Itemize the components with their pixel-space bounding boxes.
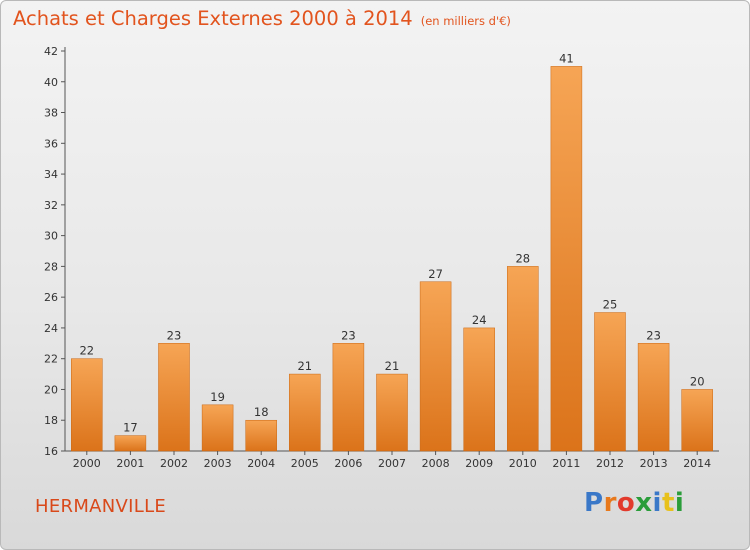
x-tick-label: 2009 [465,457,493,470]
bar-value-label: 27 [428,267,443,281]
bar [289,373,321,452]
logo-letter: r [603,488,617,518]
bar-value-label: 23 [646,328,661,342]
bar-value-label: 19 [210,390,225,404]
bar [550,66,583,452]
bar [332,343,365,452]
bar-value-label: 41 [559,51,574,65]
x-tick-label: 2001 [116,457,144,470]
bar-value-label: 20 [690,374,705,388]
x-tick-label: 2013 [640,457,668,470]
y-tick-label: 24 [44,322,58,335]
bar-value-label: 22 [79,344,94,358]
x-tick-label: 2002 [160,457,188,470]
y-tick-label: 30 [44,230,58,243]
bar [507,266,539,452]
bar-value-label: 23 [167,328,182,342]
x-tick-label: 2005 [291,457,319,470]
y-tick-label: 34 [44,168,58,181]
x-tick-label: 2007 [378,457,406,470]
x-tick-label: 2000 [73,457,101,470]
bar [463,327,495,452]
bar [71,358,103,452]
bar-value-label: 18 [254,405,269,419]
y-tick-label: 36 [44,137,58,150]
logo-letter: x [635,488,653,518]
y-tick-label: 28 [44,260,58,273]
x-tick-label: 2003 [204,457,232,470]
bar [201,404,234,452]
bar-value-label: 21 [297,359,312,373]
bar-value-label: 24 [472,313,487,327]
y-tick-label: 20 [44,383,58,396]
bar-value-label: 17 [123,421,138,435]
x-tick-label: 2011 [552,457,580,470]
y-tick-label: 38 [44,107,58,120]
y-tick-label: 18 [44,414,58,427]
town-name: HERMANVILLE [35,496,167,517]
bar [594,312,626,452]
bar-value-label: 28 [515,251,530,265]
y-tick-label: 40 [44,76,58,89]
chart-title-text: Achats et Charges Externes 2000 à 2014 [13,7,413,30]
y-tick-label: 26 [44,291,58,304]
x-tick-label: 2006 [334,457,362,470]
bar [114,435,147,452]
x-tick-label: 2014 [683,457,711,470]
bar [245,419,277,452]
bar [376,373,408,452]
bar-value-label: 23 [341,328,356,342]
x-tick-label: 2008 [422,457,450,470]
bar-value-label: 21 [385,359,400,373]
bar [637,343,670,452]
bar [419,281,452,452]
bar [158,343,190,452]
y-tick-label: 42 [44,45,58,58]
y-tick-label: 22 [44,353,58,366]
logo-letter: o [616,488,636,518]
y-tick-label: 32 [44,199,58,212]
proxiti-logo: Proxiti [584,488,684,518]
x-tick-label: 2012 [596,457,624,470]
logo-letter: i [652,488,662,518]
chart-title: Achats et Charges Externes 2000 à 2014 (e… [13,7,511,30]
x-tick-label: 2004 [247,457,275,470]
chart-unit-text: (en milliers d'€) [420,14,511,28]
logo-letter: t [661,488,675,518]
y-tick-label: 16 [44,445,58,458]
bar-value-label: 25 [603,298,618,312]
logo-letter: P [584,488,604,518]
bar [681,389,713,452]
logo-letter: i [674,488,685,518]
x-tick-label: 2010 [509,457,537,470]
